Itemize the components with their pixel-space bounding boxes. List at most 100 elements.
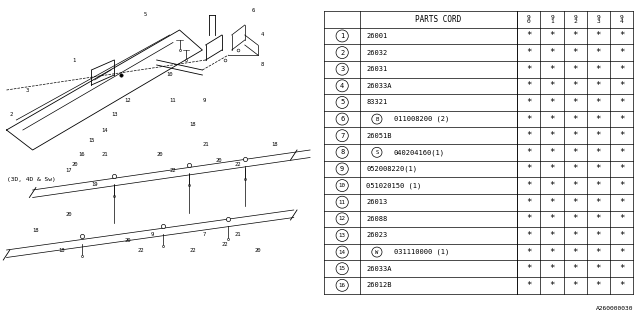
Text: 12: 12	[339, 216, 346, 221]
Text: *: *	[619, 31, 624, 40]
Text: *: *	[596, 164, 601, 173]
Text: 26032: 26032	[366, 50, 387, 56]
Text: *: *	[526, 148, 532, 157]
Text: 15: 15	[339, 266, 346, 271]
Text: *: *	[526, 131, 532, 140]
Text: *: *	[596, 131, 601, 140]
Text: 16: 16	[339, 283, 346, 288]
Text: 26001: 26001	[366, 33, 387, 39]
Text: *: *	[619, 281, 624, 290]
Text: 051020150 (1): 051020150 (1)	[366, 182, 421, 189]
Text: *: *	[549, 98, 555, 107]
Text: *: *	[596, 231, 601, 240]
Text: *: *	[619, 115, 624, 124]
Text: *: *	[619, 214, 624, 223]
Text: *: *	[549, 164, 555, 173]
Text: 22: 22	[222, 243, 228, 247]
Text: *: *	[549, 214, 555, 223]
Text: 22: 22	[137, 247, 143, 252]
Text: *: *	[596, 198, 601, 207]
Text: *: *	[596, 214, 601, 223]
Text: 9: 9	[340, 166, 344, 172]
Text: 21: 21	[202, 142, 209, 148]
Text: 10: 10	[339, 183, 346, 188]
Text: 8: 8	[340, 149, 344, 155]
Text: *: *	[596, 48, 601, 57]
Text: *: *	[549, 248, 555, 257]
Text: *: *	[572, 148, 578, 157]
Text: 9: 9	[202, 98, 205, 102]
Text: *: *	[619, 248, 624, 257]
Text: 26033A: 26033A	[366, 83, 392, 89]
Text: 7: 7	[340, 133, 344, 139]
Text: *: *	[526, 98, 532, 107]
Text: 040204160(1): 040204160(1)	[394, 149, 445, 156]
Text: 20: 20	[65, 212, 72, 218]
Text: 18: 18	[271, 142, 277, 148]
Text: 4: 4	[261, 33, 264, 37]
Text: *: *	[549, 81, 555, 90]
Text: *: *	[572, 181, 578, 190]
Text: *: *	[596, 115, 601, 124]
Text: (3D, 4D & Sw): (3D, 4D & Sw)	[6, 178, 55, 182]
Text: 13: 13	[111, 113, 118, 117]
Text: 17: 17	[65, 167, 72, 172]
Text: *: *	[572, 48, 578, 57]
Text: 20: 20	[157, 153, 163, 157]
Text: 26051B: 26051B	[366, 133, 392, 139]
Text: *: *	[549, 65, 555, 74]
Text: *: *	[526, 264, 532, 273]
Text: 20: 20	[72, 163, 78, 167]
Text: A260000030: A260000030	[595, 306, 633, 310]
Text: 26012B: 26012B	[366, 282, 392, 288]
Text: *: *	[619, 81, 624, 90]
Text: *: *	[549, 48, 555, 57]
Text: *: *	[572, 98, 578, 107]
Text: *: *	[596, 281, 601, 290]
Text: 12: 12	[124, 98, 131, 102]
Text: 9
1: 9 1	[550, 15, 554, 24]
Text: *: *	[526, 214, 532, 223]
Text: 4: 4	[340, 83, 344, 89]
Text: *: *	[596, 65, 601, 74]
Text: S: S	[375, 150, 378, 155]
Text: 18: 18	[59, 247, 65, 252]
Text: *: *	[526, 81, 532, 90]
Text: *: *	[526, 231, 532, 240]
Text: 2: 2	[340, 50, 344, 56]
Text: 21: 21	[101, 153, 108, 157]
Text: *: *	[619, 164, 624, 173]
Text: *: *	[596, 181, 601, 190]
Text: *: *	[619, 181, 624, 190]
Text: *: *	[619, 264, 624, 273]
Text: *: *	[549, 115, 555, 124]
Text: *: *	[619, 131, 624, 140]
Text: 19: 19	[92, 182, 98, 188]
Text: *: *	[526, 31, 532, 40]
Text: 8: 8	[261, 62, 264, 68]
Text: *: *	[549, 181, 555, 190]
Text: 18: 18	[189, 123, 196, 127]
Text: *: *	[619, 48, 624, 57]
Text: 20: 20	[124, 237, 131, 243]
Text: 2: 2	[10, 113, 13, 117]
Text: 26088: 26088	[366, 216, 387, 222]
Text: *: *	[572, 231, 578, 240]
Text: *: *	[596, 98, 601, 107]
Text: *: *	[572, 281, 578, 290]
Text: 052008220(1): 052008220(1)	[366, 166, 417, 172]
Text: 7: 7	[202, 233, 205, 237]
Text: 9
2: 9 2	[573, 15, 577, 24]
Text: 22: 22	[189, 247, 196, 252]
Text: *: *	[549, 264, 555, 273]
Text: 13: 13	[339, 233, 346, 238]
Text: *: *	[549, 131, 555, 140]
Text: 18: 18	[33, 228, 39, 233]
Text: 1: 1	[340, 33, 344, 39]
Text: 9: 9	[150, 233, 154, 237]
Text: 11: 11	[339, 200, 346, 205]
Text: *: *	[526, 281, 532, 290]
Text: 3: 3	[26, 87, 29, 92]
Text: 20: 20	[255, 247, 261, 252]
Text: 21: 21	[235, 233, 241, 237]
